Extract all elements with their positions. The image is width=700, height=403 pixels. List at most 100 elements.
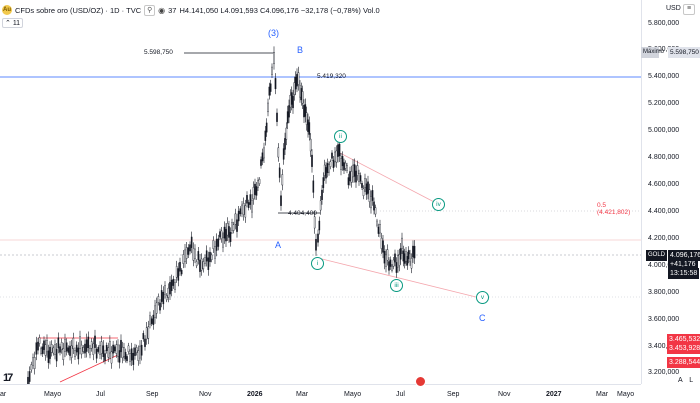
- candle-body: [35, 342, 38, 355]
- time-tick: Jul: [96, 391, 105, 398]
- candle-body: [277, 147, 280, 158]
- candle-body: [332, 159, 335, 168]
- candle-body: [134, 347, 136, 356]
- candle-body: [65, 342, 68, 352]
- gold-symbol-icon: Au: [2, 5, 12, 15]
- candle-body: [90, 341, 93, 349]
- candle-body: [155, 302, 158, 314]
- candle-body: [117, 344, 119, 357]
- candle-body: [377, 226, 380, 234]
- wave-i-label: i: [311, 257, 324, 270]
- candle-body: [362, 188, 365, 196]
- candle-body: [72, 337, 75, 349]
- price-tick: 3.200,000: [648, 369, 680, 376]
- candle-body: [261, 152, 264, 162]
- candle-body: [293, 82, 296, 95]
- candle-body: [44, 344, 47, 356]
- triangle-lower-line: [59, 354, 119, 383]
- symbol-title[interactable]: CFDs sobre oro (USD/OZ) · 1D · TVC: [15, 5, 142, 15]
- candle-body: [145, 327, 148, 340]
- eye-icon[interactable]: ◉: [158, 5, 166, 15]
- log-scale-button[interactable]: L: [689, 377, 694, 384]
- time-axis[interactable]: [0, 384, 641, 403]
- candle-body: [313, 216, 316, 229]
- candle-body: [413, 245, 416, 259]
- candle-body: [289, 94, 292, 108]
- economic-event-icon[interactable]: [415, 376, 426, 387]
- tradingview-logo[interactable]: 17: [3, 372, 13, 384]
- candle-body: [55, 348, 58, 362]
- candle-body: [38, 337, 41, 344]
- wave-b-label: B: [297, 45, 304, 55]
- candle-body: [278, 167, 281, 178]
- candle-body: [319, 200, 322, 211]
- candle-body: [334, 151, 336, 163]
- candle-body: [303, 104, 305, 118]
- candle-body: [109, 340, 111, 354]
- candle-body: [204, 257, 206, 264]
- price-tick: 5.800,000: [648, 20, 680, 27]
- candle-body: [368, 189, 371, 202]
- candle-body: [365, 183, 368, 195]
- candle-body: [33, 357, 36, 369]
- candle-body: [214, 246, 216, 259]
- candle-body: [353, 164, 356, 177]
- candle-body: [397, 255, 399, 268]
- candle-body: [288, 105, 290, 118]
- currency-label[interactable]: USD: [666, 5, 681, 12]
- candle-body: [99, 345, 101, 355]
- candle-body: [28, 371, 31, 382]
- candle-body: [323, 164, 326, 176]
- candle-body: [370, 196, 372, 209]
- candle-body: [70, 345, 73, 358]
- candle-body: [172, 278, 175, 286]
- candle-body: [27, 376, 29, 384]
- time-tick: Nov: [498, 391, 511, 398]
- time-tick: Mayo: [44, 391, 62, 398]
- candle-body: [40, 348, 42, 354]
- max-value-tag: 5.598,750: [668, 47, 700, 58]
- candle-body: [180, 269, 183, 275]
- candle-body: [300, 88, 303, 101]
- price-axis[interactable]: [641, 0, 700, 384]
- candle-body: [210, 254, 213, 261]
- candle-body: [294, 76, 297, 90]
- candle-body: [260, 159, 262, 166]
- candle-body: [159, 302, 161, 311]
- candle-body: [301, 91, 304, 104]
- candle-body: [154, 305, 156, 319]
- candle-body: [296, 74, 298, 87]
- candle-body: [402, 250, 405, 262]
- candle-body: [190, 236, 193, 248]
- candle-body: [358, 173, 360, 183]
- indicators-toggle[interactable]: ⌃ 11: [2, 18, 24, 28]
- price-chart[interactable]: [0, 0, 641, 384]
- candle-body: [325, 167, 327, 179]
- candle-body: [297, 72, 300, 85]
- candle-body: [139, 345, 141, 359]
- candle-body: [57, 337, 60, 349]
- candle-body: [347, 177, 350, 186]
- candle-body: [367, 181, 369, 194]
- candle-body: [399, 248, 402, 260]
- candle-body: [273, 52, 275, 65]
- candle-body: [292, 95, 294, 109]
- candle-body: [282, 148, 285, 160]
- candle-body: [284, 138, 286, 150]
- chart-area[interactable]: Au CFDs sobre oro (USD/OZ) · 1D · TVC ⚲ …: [0, 0, 641, 384]
- candle-body: [340, 158, 342, 170]
- time-tick: 2026: [247, 391, 263, 398]
- candle-body: [276, 112, 278, 122]
- candle-body: [207, 257, 210, 270]
- candle-body: [241, 204, 243, 214]
- candle-body: [225, 228, 227, 242]
- candle-body: [118, 350, 121, 363]
- candle-body: [223, 226, 226, 239]
- symbol-tag: GOLD: [646, 250, 668, 261]
- auto-scale-button[interactable]: A: [678, 377, 683, 384]
- candle-body: [85, 339, 88, 352]
- candle-body: [373, 201, 375, 211]
- compare-icon[interactable]: ⚲: [144, 4, 156, 16]
- axis-menu-icon[interactable]: ≡: [683, 4, 695, 15]
- secondary-peak-label: 5.419,320: [317, 73, 346, 80]
